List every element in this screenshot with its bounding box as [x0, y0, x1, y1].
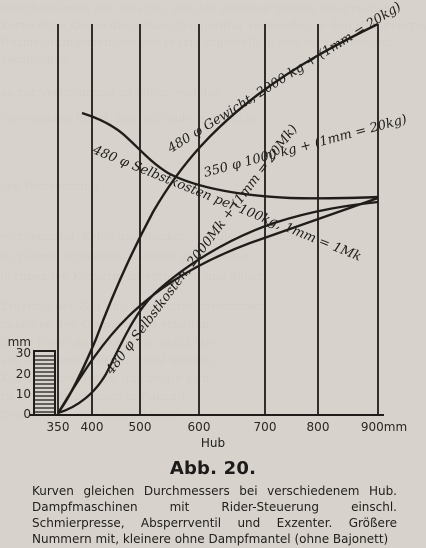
- bleed-line: zwischen den Gruppen und erhalten: [0, 318, 210, 331]
- bleed-line: Verwendung findet, daß auf andere Bereic…: [0, 112, 260, 125]
- x-tick-labels: 350 400 500 600 700 800 900mm: [47, 420, 408, 434]
- y-tick-30: 30: [16, 346, 31, 360]
- x-axis-title: Hub: [200, 436, 226, 450]
- figure-number: Abb. 20.: [169, 458, 257, 479]
- x-tick-800: 800: [307, 420, 330, 434]
- x-tick-350: 350: [47, 420, 70, 434]
- figure-caption: Kurven gleichen Durchmessers bei verschi…: [32, 484, 397, 546]
- y-scale-box: [33, 350, 56, 416]
- series-1000kg: [57, 196, 379, 414]
- x-tick-600: 600: [188, 420, 211, 434]
- y-unit-label: mm: [8, 335, 31, 349]
- curve-labels: 480 φ Gewicht, 2000 kg + (1mm = 20kg) 35…: [90, 0, 409, 378]
- y-tick-10: 10: [16, 387, 31, 401]
- bleed-line: der Verbrennung: [0, 180, 99, 193]
- y-tick-20: 20: [16, 367, 31, 381]
- x-tick-900: 900mm: [361, 420, 407, 434]
- bleed-line: zu Flammen brennen, sondern an den Ofen: [0, 250, 251, 263]
- bleed-line: Vergleichen: [0, 53, 69, 66]
- bleed-line: an zur Verbrennung zu leiten, von den: [0, 86, 222, 99]
- bleed-line: brennenden Körpern, zu entfernen und dah…: [0, 270, 264, 283]
- series-selbst-2000mk: [57, 200, 379, 415]
- series-gewicht: [57, 22, 379, 414]
- bleed-line: Kurve ohne Kessel die Anfangstemperatur …: [0, 19, 426, 32]
- series-selbst-100kg: [81, 111, 379, 200]
- x-tick-500: 500: [129, 420, 152, 434]
- bleed-line: verbrennung, Kohle und Bunker, daß die b…: [0, 230, 301, 243]
- plot-area: 350 400 500 600 700 800 900mm mm 30 20 1…: [8, 0, 409, 434]
- bleed-line: Wärmeleitungsmethode der Praxis angestel…: [0, 36, 393, 49]
- y-scale-bar: [33, 350, 56, 416]
- bleed-line: naturbeständen der Anlagen, mit den gele…: [0, 2, 391, 15]
- x-tick-700: 700: [254, 420, 277, 434]
- y-tick-labels: mm 30 20 10 0: [8, 335, 31, 421]
- y-scale-ticks: [34, 355, 55, 413]
- x-tick-400: 400: [81, 420, 104, 434]
- bleed-line: durch Feuer und Explosion gefährdet: [0, 336, 216, 349]
- y-tick-0: 0: [23, 407, 31, 421]
